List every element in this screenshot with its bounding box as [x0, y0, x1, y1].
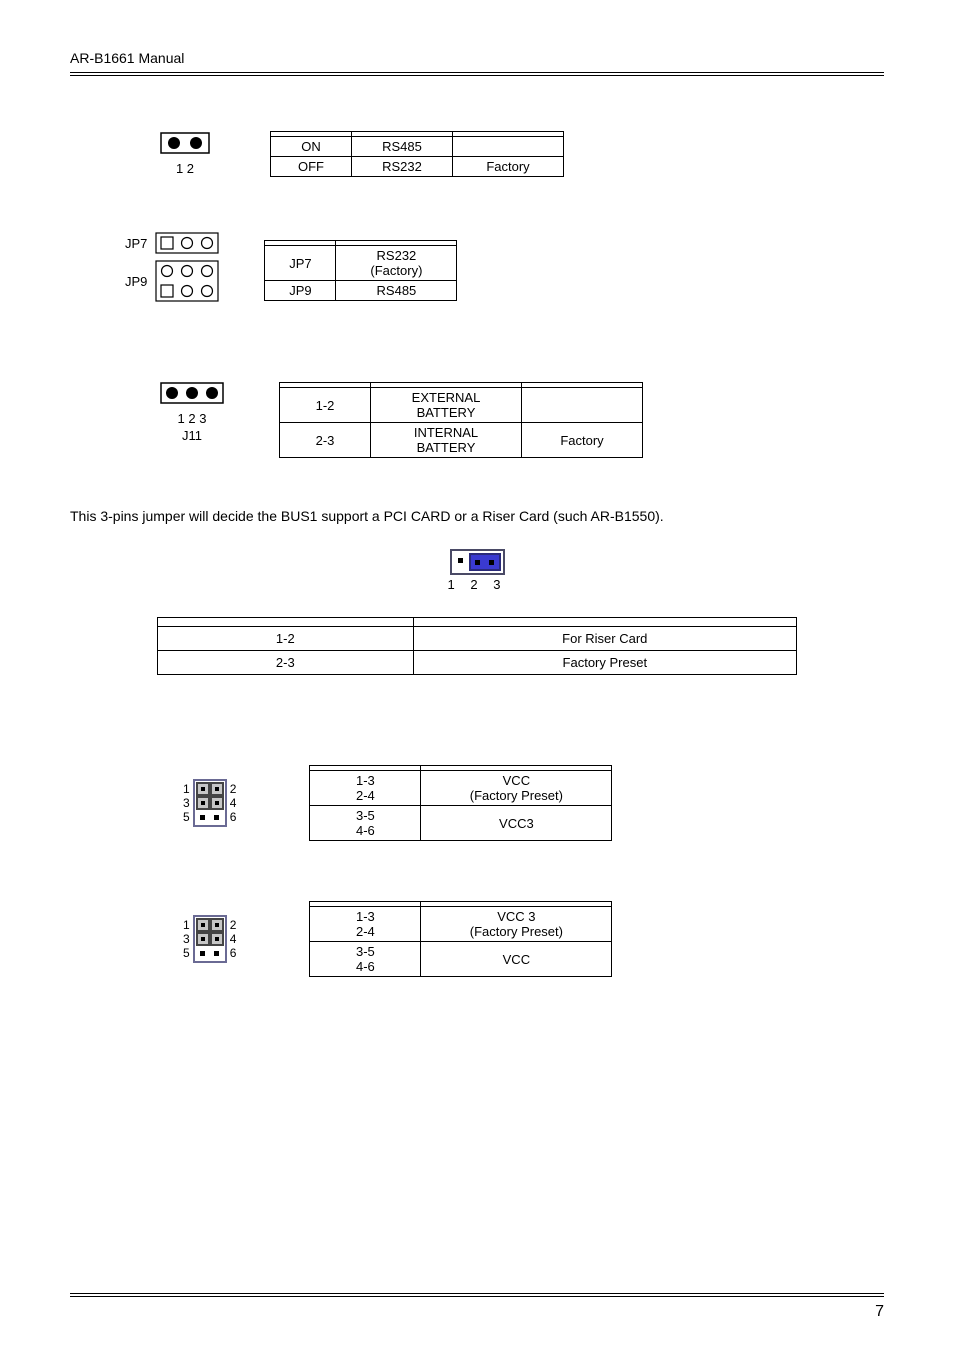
- jp7jp9-r1c0: JP9: [265, 281, 336, 301]
- header-rule-2: [70, 75, 884, 76]
- sw1-r0c2: [453, 137, 564, 157]
- jp15-r4: 4: [230, 932, 237, 946]
- jp13-diagram-icon: [450, 549, 505, 575]
- j11-table: 1-2 EXTERNAL BATTERY 2-3 INTERNAL BATTER…: [279, 382, 643, 458]
- jp13-table: 1-2 For Riser Card 2-3 Factory Preset: [157, 617, 797, 675]
- j11-pins-label: 1 2 3: [160, 411, 224, 426]
- j11-diagram-icon: [160, 382, 224, 404]
- jp13-r1c0: 2-3: [158, 651, 414, 675]
- jp7-label: JP7: [125, 236, 147, 251]
- jp14-l5: 5: [183, 810, 190, 824]
- jp14-r2: 2: [230, 782, 237, 796]
- jp13-r1c1: Factory Preset: [413, 651, 796, 675]
- jp15-l1: 1: [183, 918, 190, 932]
- jp13-section: This 3-pins jumper will decide the BUS1 …: [70, 508, 884, 675]
- jp15-r0c1: VCC 3 (Factory Preset): [421, 907, 612, 942]
- sw1-r0c0: ON: [271, 137, 352, 157]
- jp15-section: 1 3 5 2 4 6: [180, 901, 884, 977]
- jp13-r0c0: 1-2: [158, 627, 414, 651]
- jp15-diagram-block: 1 3 5 2 4 6: [180, 915, 239, 963]
- jp15-r2: 2: [230, 918, 237, 932]
- jp14-diagram-block: 1 3 5 2 4 6: [180, 779, 239, 827]
- jp13-h1: [158, 618, 414, 627]
- sw1-r0c1: RS485: [352, 137, 453, 157]
- footer-rule-1: [70, 1293, 884, 1294]
- jp14-l3: 3: [183, 796, 190, 810]
- jp14-r0c0: 1-3 2-4: [310, 771, 421, 806]
- sw1-section: 1 2 ON RS485 OFF RS232 Factory: [160, 131, 884, 177]
- jp13-body-text: This 3-pins jumper will decide the BUS1 …: [70, 508, 884, 524]
- footer-rule-2: [70, 1296, 884, 1297]
- jp15-table: 1-3 2-4 VCC 3 (Factory Preset) 3-5 4-6 V…: [309, 901, 612, 977]
- sw1-pins-label: 1 2: [160, 161, 210, 176]
- jp9-diagram-icon: [155, 260, 219, 302]
- sw1-r1c1: RS232: [352, 157, 453, 177]
- jp13-r0c1: For Riser Card: [413, 627, 796, 651]
- footer: 7: [70, 1293, 884, 1321]
- jp7jp9-diagrams: JP7 JP9: [125, 232, 219, 302]
- jp14-r1c0: 3-5 4-6: [310, 806, 421, 841]
- sw1-table: ON RS485 OFF RS232 Factory: [270, 131, 564, 177]
- jp7jp9-r1c1: RS485: [336, 281, 457, 301]
- header-title: AR-B1661 Manual: [70, 50, 884, 66]
- jp14-l1: 1: [183, 782, 190, 796]
- jp14-r6: 6: [230, 810, 237, 824]
- header-rule-1: [70, 72, 884, 73]
- j11-r0c1: EXTERNAL BATTERY: [371, 388, 522, 423]
- jp9-label: JP9: [125, 274, 147, 289]
- jp15-r1c1: VCC: [421, 942, 612, 977]
- jp7jp9-table: JP7 RS232 (Factory) JP9 RS485: [264, 240, 457, 301]
- sw1-diagram-block: 1 2: [160, 132, 210, 176]
- jp15-diagram-icon: [193, 915, 227, 963]
- j11-r0c0: 1-2: [280, 388, 371, 423]
- jp15-r0c0: 1-3 2-4: [310, 907, 421, 942]
- jp14-table: 1-3 2-4 VCC (Factory Preset) 3-5 4-6 VCC…: [309, 765, 612, 841]
- jp13-h2: [413, 618, 796, 627]
- j11-r0c2: [522, 388, 643, 423]
- jp15-l5: 5: [183, 946, 190, 960]
- jp14-r0c1: VCC (Factory Preset): [421, 771, 612, 806]
- j11-r1c0: 2-3: [280, 423, 371, 458]
- sw1-r1c0: OFF: [271, 157, 352, 177]
- j11-r1c2: Factory: [522, 423, 643, 458]
- jp14-r1c1: VCC3: [421, 806, 612, 841]
- jp7jp9-r0c0: JP7: [265, 246, 336, 281]
- j11-diagram-block: 1 2 3 J11: [160, 382, 224, 443]
- sw1-r1c2: Factory: [453, 157, 564, 177]
- jp7jp9-r0c1: RS232 (Factory): [336, 246, 457, 281]
- jp15-r1c0: 3-5 4-6: [310, 942, 421, 977]
- j11-section: 1 2 3 J11 1-2 EXTERNAL BATTERY 2-3 INTER…: [160, 382, 884, 458]
- page: AR-B1661 Manual 1 2 ON: [0, 0, 954, 1351]
- jp14-r4: 4: [230, 796, 237, 810]
- page-number: 7: [70, 1303, 884, 1321]
- jp13-pins-label: 1 2 3: [70, 577, 884, 592]
- j11-r1c1: INTERNAL BATTERY: [371, 423, 522, 458]
- jp15-l3: 3: [183, 932, 190, 946]
- j11-name: J11: [160, 428, 224, 443]
- jp15-r6: 6: [230, 946, 237, 960]
- jp13-diagram-block: 1 2 3: [70, 549, 884, 592]
- jp14-diagram-icon: [193, 779, 227, 827]
- jp14-section: 1 3 5 2 4 6: [180, 765, 884, 841]
- jp7-diagram-icon: [155, 232, 219, 254]
- sw1-diagram-icon: [160, 132, 210, 154]
- jp7jp9-section: JP7 JP9: [125, 232, 884, 302]
